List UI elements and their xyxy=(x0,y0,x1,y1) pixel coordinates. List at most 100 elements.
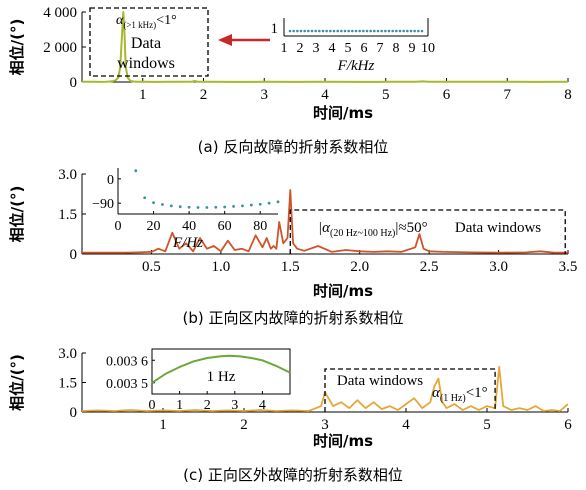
y-tick-label: 2 000 xyxy=(43,40,77,56)
inset-point xyxy=(336,29,339,33)
inset-point xyxy=(376,29,380,33)
inset-y-tick-label: −90 xyxy=(92,197,114,212)
figure-caption: (c) 正向区外故障的折射系数相位 xyxy=(183,466,403,484)
inset-x-tick-label: 8 xyxy=(393,41,400,56)
inset-point xyxy=(369,29,372,33)
inset-point xyxy=(161,203,164,206)
annotation-symbol: α xyxy=(432,385,441,401)
x-tick-label: 0.5 xyxy=(142,259,161,275)
y-tick-label: 3.0 xyxy=(58,346,77,362)
x-tick-label: 3 xyxy=(321,417,329,433)
inset-label: 1 Hz xyxy=(207,369,236,385)
inset-y-tick-label: 1 xyxy=(271,21,279,37)
inset-point xyxy=(314,29,317,33)
inset-point xyxy=(196,206,200,209)
x-tick-label: 3.0 xyxy=(489,259,508,275)
data-window-label-line2: windows xyxy=(117,55,175,72)
x-tick-label: 8 xyxy=(564,87,572,103)
inset-point xyxy=(134,169,138,173)
inset-point xyxy=(232,205,235,208)
inset-curve xyxy=(151,354,291,384)
x-tick-label: 6 xyxy=(564,417,572,433)
inset-point xyxy=(354,29,358,33)
x-tick-label: 4 xyxy=(402,417,410,433)
inset-point xyxy=(332,29,336,33)
x-tick-label: 1 xyxy=(159,417,167,433)
panel-b: 0.5 1.0 1.5 2.0 2.5 3.0 3.5 0 1.5 3.0 时间/ms 相位/(°) (… xyxy=(8,167,577,327)
inset-point xyxy=(358,29,361,33)
annotation-symbol: |α xyxy=(318,220,331,236)
x-axis-label: 时间/ms xyxy=(313,104,373,122)
y-tick-label: 0 xyxy=(70,247,78,263)
x-tick-label: 5 xyxy=(382,87,390,103)
data-window-label: Data windows xyxy=(455,220,541,236)
x-tick-label: 3 xyxy=(261,87,269,103)
inset-y-tick-label: 0.003 6 xyxy=(106,354,148,369)
inset-x-tick-label: 4 xyxy=(329,41,336,56)
annotation-subscript: (1 Hz) xyxy=(440,393,466,404)
x-axis-label: 时间/ms xyxy=(313,432,373,450)
inset-point xyxy=(391,29,394,33)
inset-plot: 0−900 20 40 60 80F/Hz xyxy=(92,168,280,251)
inset-point xyxy=(288,29,292,33)
inset-x-tick-label: 3 xyxy=(231,398,238,413)
x-tick-label: 2 xyxy=(200,87,208,103)
inset-point xyxy=(387,29,391,33)
inset-point xyxy=(152,201,155,205)
inset-point xyxy=(299,29,303,33)
inset-x-tick-label: 2 xyxy=(297,41,304,56)
data-window-box xyxy=(89,7,209,77)
y-tick-label: 4 000 xyxy=(43,5,77,21)
inset-plot: 11 2 3 4 5 6 7 8 9 10F/kHz xyxy=(271,18,435,74)
inset-point xyxy=(340,29,343,33)
inset-point xyxy=(241,204,244,208)
y-tick-label: 1.5 xyxy=(58,207,77,223)
inset-x-tick-label: 80 xyxy=(253,219,267,234)
data-window-box xyxy=(324,368,496,412)
inset-x-tick-label: 2 xyxy=(204,398,211,413)
inset-x-tick-label: 1 xyxy=(176,398,183,413)
inset-point xyxy=(169,204,173,208)
inset-x-tick-label: 40 xyxy=(182,219,196,234)
inset-point xyxy=(351,29,354,33)
inset-x-tick-label: 0 xyxy=(149,398,156,413)
inset-point xyxy=(223,205,227,209)
series-line xyxy=(81,11,569,83)
inset-point xyxy=(276,200,280,204)
inset-point xyxy=(362,29,365,33)
y-tick-label: 1.5 xyxy=(58,376,77,392)
annotation-subscript: (20 Hz~100 Hz) xyxy=(330,228,395,239)
annotation-value: |≈50° xyxy=(395,220,427,236)
series-line xyxy=(82,189,568,254)
phase-annotation: α(1 Hz)<1° xyxy=(432,385,488,404)
inset-point xyxy=(303,29,306,33)
y-tick-label: 0 xyxy=(70,405,78,421)
inset-point xyxy=(343,29,347,33)
inset-point xyxy=(249,203,253,207)
inset-x-tick-label: 0 xyxy=(115,219,122,234)
inset-point xyxy=(307,29,310,33)
inset-x-tick-label: 1 xyxy=(281,41,288,56)
inset-x-label: F/Hz xyxy=(172,235,203,251)
annotation-value: <1° xyxy=(466,385,488,401)
inset-x-tick-label: 20 xyxy=(147,219,161,234)
data-window-box xyxy=(289,209,566,254)
inset-y-tick-label: 0 xyxy=(107,173,114,188)
x-tick-label: 4 xyxy=(321,87,329,103)
inset-point xyxy=(384,29,387,33)
inset-x-tick-label: 7 xyxy=(377,41,384,56)
phase-annotation: α(>1 kHz)<1° xyxy=(116,13,177,30)
inset-point xyxy=(398,29,402,33)
inset-point xyxy=(205,206,209,209)
inset-point xyxy=(178,205,182,209)
inset-x-tick-label: 5 xyxy=(345,41,352,56)
inset-point xyxy=(329,29,332,33)
series-line xyxy=(81,365,569,412)
inset-x-tick-label: 6 xyxy=(361,41,368,56)
inset-point xyxy=(143,196,147,200)
annotation-value: <1° xyxy=(156,13,177,28)
inset-x-label: F/kHz xyxy=(337,58,375,74)
y-tick-label: 3.0 xyxy=(58,167,77,183)
